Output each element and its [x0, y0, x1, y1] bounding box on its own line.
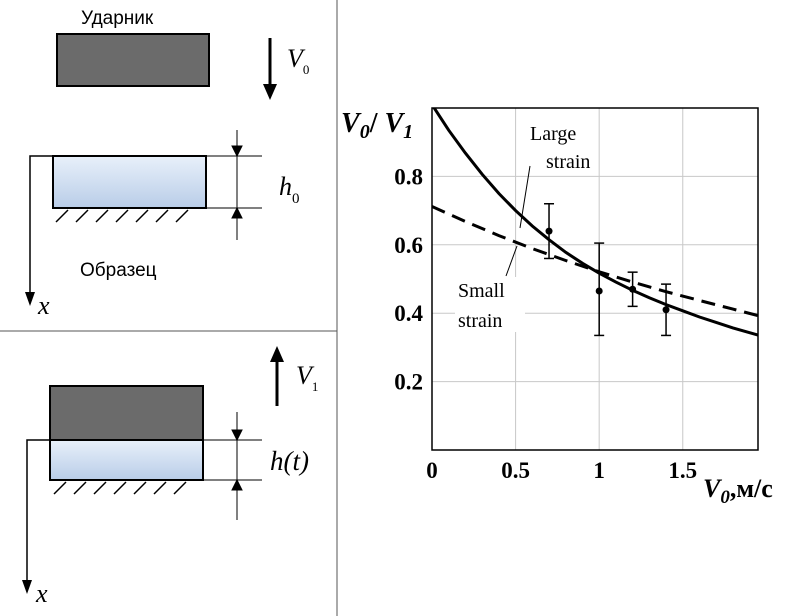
svg-text:Small: Small — [458, 280, 505, 302]
x-axis-line — [29, 155, 53, 302]
svg-text:strain: strain — [458, 310, 502, 332]
x-axis-title: V0,м/с — [703, 474, 773, 508]
top-panel: Ударник V0 x — [25, 8, 309, 320]
bottom-panel: V1 x h(t) — [22, 346, 318, 608]
data-point — [627, 271, 638, 308]
ground-hatching — [53, 207, 206, 223]
striker-block-impact — [49, 385, 204, 441]
v0-arrow — [263, 38, 277, 100]
annotation-large-strain: Large strain — [519, 120, 596, 229]
v1-arrow — [270, 346, 284, 406]
x-axis-line-bottom — [26, 439, 50, 590]
plot-frame — [431, 107, 759, 451]
x-axis-label: x — [37, 291, 50, 320]
y-tick-label: 0.4 — [394, 301, 423, 326]
data-point — [544, 203, 555, 260]
svg-text:Large: Large — [530, 123, 576, 145]
y-axis-label: V0/ V1 — [341, 108, 413, 143]
ground-hatching-bottom — [50, 479, 203, 495]
striker-block — [56, 33, 210, 87]
v1-label: V1 — [296, 361, 318, 394]
striker-label: Ударник — [81, 8, 154, 29]
chart: 0 0.5 1 1.5 0.2 0.4 0.6 0.8 V0/ V1 V0,м/с Large… — [341, 107, 773, 508]
v0-label: V0 — [287, 44, 309, 77]
x-axis-label-bottom: x — [35, 579, 48, 608]
annotation-small-strain: Small strain — [455, 245, 525, 332]
x-tick-label: 1.5 — [668, 458, 697, 483]
data-point — [661, 283, 672, 337]
h0-dimension — [206, 130, 262, 240]
point-marker — [595, 287, 603, 295]
x-tick-label: 0.5 — [501, 458, 530, 483]
svg-text:strain: strain — [546, 151, 590, 173]
ht-dimension — [203, 412, 262, 520]
y-tick-label: 0.2 — [394, 370, 423, 395]
specimen-block-deformed — [49, 439, 204, 481]
chart-points — [544, 203, 672, 337]
x-tick-label: 0 — [426, 458, 438, 483]
ht-label: h(t) — [270, 446, 309, 476]
specimen-block — [52, 155, 207, 209]
y-tick-label: 0.8 — [394, 164, 423, 189]
h0-label: h0 — [279, 172, 300, 207]
point-marker — [629, 285, 637, 293]
specimen-label: Образец — [80, 260, 157, 281]
chart-ticks: 0 0.5 1 1.5 0.2 0.4 0.6 0.8 — [394, 164, 697, 483]
x-axis-arrowhead — [25, 292, 35, 306]
y-tick-label: 0.6 — [394, 233, 423, 258]
point-marker — [662, 306, 670, 314]
x-axis-arrowhead-bottom — [22, 580, 32, 594]
data-point — [594, 242, 605, 337]
x-tick-label: 1 — [593, 458, 605, 483]
point-marker — [545, 227, 553, 235]
